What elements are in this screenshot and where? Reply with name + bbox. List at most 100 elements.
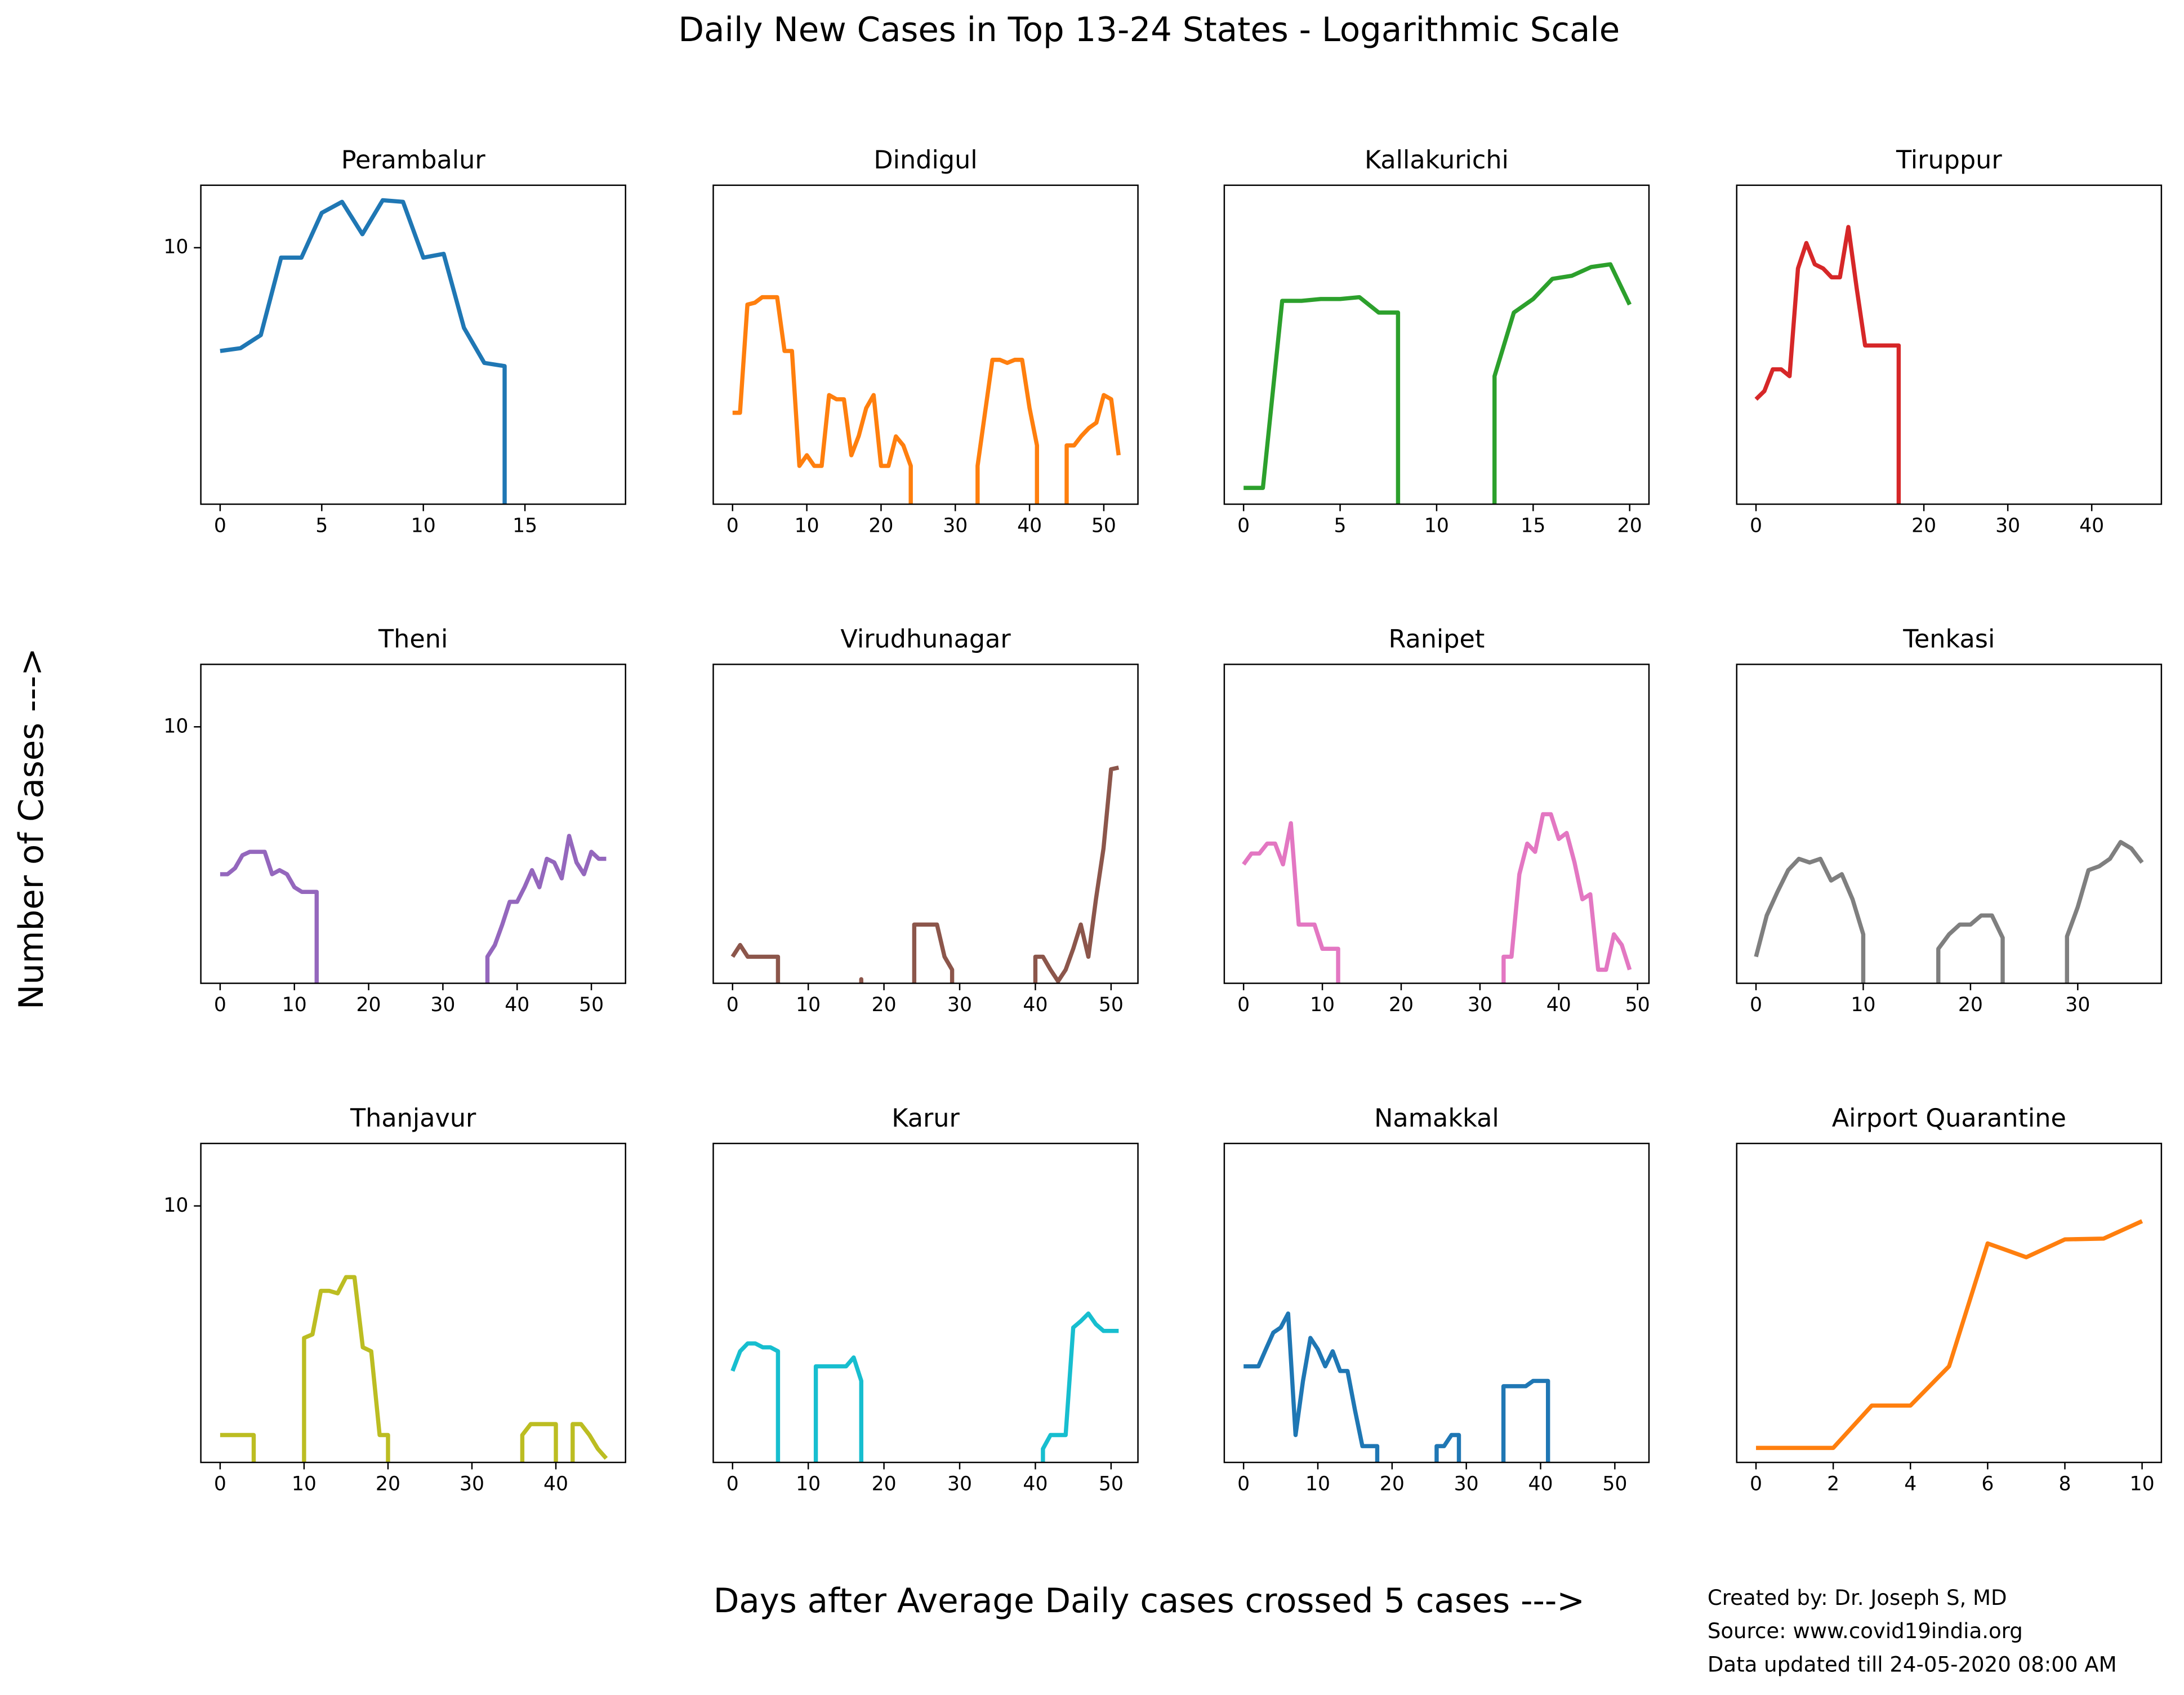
subplot: Kallakurichi 0 5 10 15 20 <box>1223 146 1650 537</box>
x-tick-label: 30 <box>430 994 455 1016</box>
subplot-title: Airport Quarantine <box>1832 1104 2066 1133</box>
x-tick-label: 20 <box>1380 1473 1405 1496</box>
x-tick-label: 6 <box>1981 1473 1994 1496</box>
x-tick-label: 20 <box>1617 515 1642 537</box>
x-tick-label: 10 <box>796 1473 821 1496</box>
data-line <box>1243 262 1632 505</box>
data-line <box>1754 225 1901 505</box>
x-tick-label: 30 <box>460 1473 484 1496</box>
data-line <box>220 834 607 984</box>
x-tick-label: 20 <box>1389 994 1414 1016</box>
x-tick-label: 0 <box>1750 994 1762 1016</box>
x-tick-label: 30 <box>1454 1473 1479 1496</box>
x-tick-label: 10 <box>2130 1473 2155 1496</box>
x-tick-label: 0 <box>726 515 739 537</box>
x-tick-label: 40 <box>1023 994 1048 1016</box>
subplot-title: Tenkasi <box>1902 625 1995 653</box>
data-line <box>730 1311 1119 1463</box>
axes-frame <box>200 1142 626 1463</box>
x-tick-label: 2 <box>1827 1473 1839 1496</box>
x-tick-label: 20 <box>1958 994 1983 1016</box>
data-line <box>1756 1219 2143 1451</box>
x-tick-label: 50 <box>1099 1473 1124 1496</box>
x-tick-label: 30 <box>947 994 972 1016</box>
x-tick-label: 10 <box>796 994 821 1016</box>
subplot: Tenkasi 0 10 20 30 <box>1736 625 2163 1016</box>
x-tick-label: 0 <box>1750 515 1762 537</box>
x-tick-label: 30 <box>1995 515 2020 537</box>
x-tick-label: 50 <box>579 994 604 1016</box>
x-tick-label: 40 <box>1546 994 1571 1016</box>
x-tick-label: 50 <box>1602 1473 1627 1496</box>
x-tick-label: 15 <box>512 515 537 537</box>
axes-frame <box>712 1142 1139 1463</box>
subplot-title: Perambalur <box>341 146 486 175</box>
subplot: Ranipet 0 10 20 30 40 50 <box>1223 625 1650 1016</box>
axes-frame <box>712 184 1139 505</box>
axes-frame <box>200 664 626 984</box>
x-tick-label: 0 <box>214 1473 226 1496</box>
x-tick-label: 10 <box>1305 1473 1330 1496</box>
x-tick-label: 0 <box>726 1473 739 1496</box>
x-tick-label: 30 <box>1468 994 1492 1016</box>
x-tick-label: 50 <box>1091 515 1116 537</box>
data-line <box>1242 812 1632 984</box>
x-tick-label: 40 <box>1023 1473 1048 1496</box>
x-tick-label: 10 <box>1424 515 1449 537</box>
x-tick-label: 0 <box>726 994 739 1016</box>
subplot: Tiruppur 0 20 30 40 <box>1736 146 2163 537</box>
x-tick-label: 20 <box>872 994 897 1016</box>
x-tick-label: 10 <box>282 994 307 1016</box>
subplot-title: Dindigul <box>873 146 977 175</box>
x-tick-label: 40 <box>543 1473 568 1496</box>
subplot-title: Kallakurichi <box>1365 146 1509 175</box>
x-tick-label: 50 <box>1625 994 1650 1016</box>
axes-frame <box>1736 1142 2163 1463</box>
x-tick-label: 5 <box>315 515 328 537</box>
x-tick-label: 0 <box>1237 994 1250 1016</box>
note: Data updated till 24-05-2020 08:00 AM <box>1708 1653 2117 1677</box>
data-line <box>1243 1311 1550 1463</box>
x-tick-label: 15 <box>1521 515 1545 537</box>
axes-frame <box>1223 1142 1650 1463</box>
x-tick-label: 30 <box>943 515 968 537</box>
x-tick-label: 0 <box>214 515 226 537</box>
x-tick-label: 10 <box>795 515 819 537</box>
subplot: Namakkal 0 10 20 30 40 50 <box>1223 1104 1650 1496</box>
x-tick-label: 20 <box>868 515 893 537</box>
x-tick-label: 30 <box>2065 994 2090 1016</box>
x-tick-label: 10 <box>411 515 436 537</box>
note: Source: www.covid19india.org <box>1708 1619 2023 1643</box>
data-line <box>732 295 1121 505</box>
x-tick-label: 20 <box>1911 515 1936 537</box>
x-tick-label: 4 <box>1904 1473 1916 1496</box>
x-tick-label: 40 <box>2079 515 2104 537</box>
note: Created by: Dr. Joseph S, MD <box>1708 1586 2007 1610</box>
x-tick-label: 10 <box>1851 994 1875 1016</box>
axes-frame <box>1736 664 2163 984</box>
subplot: Karur 0 10 20 30 40 50 <box>712 1104 1139 1496</box>
x-tick-label: 0 <box>214 994 226 1016</box>
subplot: Airport Quarantine 0 2 4 6 8 10 <box>1736 1104 2163 1496</box>
y-axis-label: Number of Cases ---> <box>12 648 51 1009</box>
subplot-title: Theni <box>378 625 448 653</box>
axes-frame <box>712 664 1139 984</box>
subplot: Thanjavur 0 10 20 30 40 10 <box>163 1104 626 1496</box>
y-tick-label: 10 <box>163 236 188 259</box>
x-tick-label: 8 <box>2058 1473 2071 1496</box>
subplot-title: Ranipet <box>1389 625 1485 653</box>
x-tick-label: 40 <box>1528 1473 1553 1496</box>
subplot-title: Virudhunagar <box>840 625 1011 653</box>
subplot: Theni 0 10 20 30 40 50 10 <box>163 625 626 1016</box>
subplot: Perambalur 0 5 10 15 10 <box>163 146 626 537</box>
x-tick-label: 20 <box>376 1473 400 1496</box>
subplot-title: Karur <box>892 1104 960 1133</box>
figure-title: Daily New Cases in Top 13-24 States - Lo… <box>678 10 1620 49</box>
subplot-title: Tiruppur <box>1896 146 2002 175</box>
x-axis-label: Days after Average Daily cases crossed 5… <box>714 1581 1585 1620</box>
x-tick-label: 20 <box>872 1473 897 1496</box>
x-tick-label: 20 <box>356 994 381 1016</box>
x-tick-label: 0 <box>1237 515 1250 537</box>
x-tick-label: 40 <box>1017 515 1042 537</box>
